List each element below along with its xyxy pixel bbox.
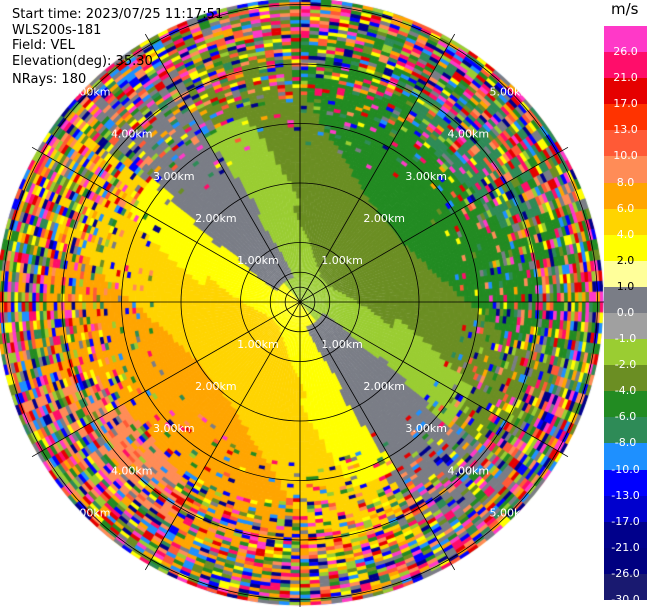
range-ring-label: 4.00km [447, 464, 489, 477]
colorbar-band [604, 104, 647, 131]
colorbar-band [604, 339, 647, 366]
colorbar-tick-label: -10.0 [611, 462, 640, 476]
colorbar-tick-label: 6.0 [616, 201, 635, 215]
colorbar-tick-label: -17.0 [611, 514, 640, 528]
colorbar-band [604, 234, 647, 262]
range-ring-label: 3.00km [405, 422, 447, 435]
colorbar-band [604, 469, 647, 497]
range-ring-label: 4.00km [447, 128, 489, 141]
range-ring-label: 2.00km [195, 212, 237, 225]
colorbar-tick-label: 1.0 [616, 279, 635, 293]
colorbar-band [604, 443, 647, 471]
colorbar-band [604, 495, 647, 523]
colorbar-band [604, 52, 647, 79]
colorbar-band [604, 365, 647, 392]
range-ring-label: 1.00km [237, 254, 279, 267]
colorbar-band [604, 417, 647, 444]
colorbar-band [604, 313, 647, 340]
colorbar-band [604, 78, 647, 105]
range-ring-label: 3.00km [153, 422, 195, 435]
colorbar-band [604, 156, 647, 184]
colorbar-tick-label: -2.0 [614, 358, 637, 372]
colorbar-tick-label: 17.0 [613, 97, 638, 111]
instrument-name: WLS200s-181 [12, 23, 102, 38]
colorbar-tick-label: 21.0 [613, 71, 638, 85]
colorbar-tick-label: 0.0 [616, 306, 635, 319]
range-ring-label: 4.00km [111, 464, 153, 477]
range-ring-label: 5.00km [69, 506, 111, 519]
range-ring-label: 4.00km [111, 128, 153, 141]
colorbar-tick-label: -21.0 [611, 540, 640, 554]
colorbar-band [604, 286, 647, 314]
range-ring-label: 2.00km [195, 380, 237, 393]
range-ring-label: 2.00km [363, 380, 405, 393]
colorbar-band [604, 547, 647, 575]
colorbar-band [604, 521, 647, 549]
range-ring-label: 1.00km [321, 254, 363, 267]
field-name: Field: VEL [12, 38, 75, 53]
colorbar-unit: m/s [611, 0, 639, 18]
range-ring-label: 1.00km [321, 338, 363, 351]
nrays-text: NRays: 180 [12, 72, 87, 87]
colorbar-tick-label: 10.0 [613, 149, 638, 163]
colorbar-band [604, 573, 647, 601]
colorbar-band [604, 208, 647, 236]
colorbar-tick-label: 26.0 [613, 45, 638, 59]
colorbar [604, 26, 647, 601]
range-ring-label: 5.00km [490, 86, 532, 99]
range-ring-overlay: 1.00km 1.00km 1.00km 1.00km 2.00km 2.00km 2.00… [0, 0, 604, 607]
colorbar-tick-label: 4.0 [616, 227, 635, 241]
colorbar-band [604, 391, 647, 418]
range-ring-label: 2.00km [363, 212, 405, 225]
range-ring-label: 5.00km [69, 86, 111, 99]
colorbar-tick-label: -13.0 [611, 488, 640, 502]
azimuth-spoke [144, 33, 456, 571]
range-ring-label: 5.00km [490, 506, 532, 519]
colorbar-tick-label: -8.0 [614, 436, 637, 450]
colorbar-tick-label: -26.0 [611, 566, 640, 580]
range-ring-label: 3.00km [405, 170, 447, 183]
colorbar-band [604, 130, 647, 157]
colorbar-tick-label: -6.0 [614, 410, 637, 424]
range-ring-label: 3.00km [153, 170, 195, 183]
start-time-text: Start time: 2023/07/25 11:17:51 [12, 7, 224, 22]
colorbar-band [604, 260, 647, 288]
colorbar-tick-label: 13.0 [613, 123, 638, 137]
range-ring-label: 1.00km [237, 338, 279, 351]
colorbar-tick-label: 2.0 [616, 253, 635, 267]
colorbar-tick-label: 8.0 [616, 175, 635, 189]
colorbar-band [604, 26, 647, 53]
colorbar-tick-label: -30.0 [611, 593, 640, 606]
colorbar-band [604, 182, 647, 210]
colorbar-tick-label: -4.0 [614, 384, 637, 398]
elevation-text: Elevation(deg): 35.30 [12, 54, 153, 69]
colorbar-tick-label: -1.0 [614, 332, 637, 346]
